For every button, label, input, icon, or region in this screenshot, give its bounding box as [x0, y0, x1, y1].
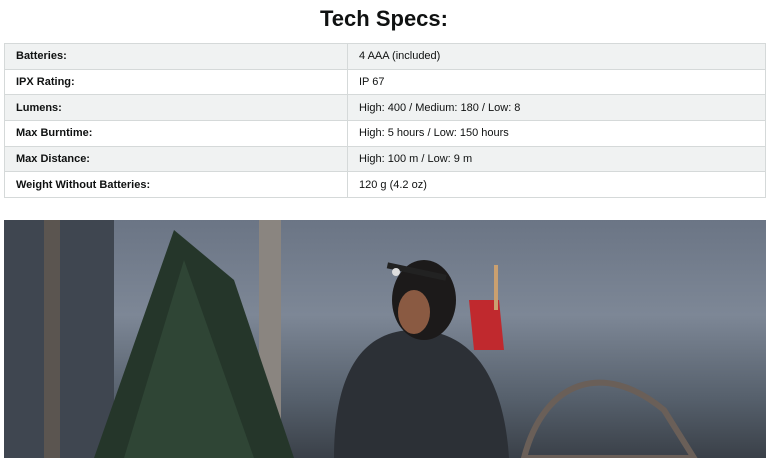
table-row: Max Burntime: High: 5 hours / Low: 150 ho…	[4, 120, 766, 147]
spec-value: IP 67	[347, 68, 766, 96]
spec-label: Weight Without Batteries:	[4, 171, 348, 199]
spec-value: High: 400 / Medium: 180 / Low: 8	[347, 94, 766, 122]
tech-specs-table: Batteries: 4 AAA (included) IPX Rating: IP…	[4, 43, 766, 199]
spec-label: Max Distance:	[4, 145, 348, 173]
product-lifestyle-photo	[4, 220, 766, 458]
hiker-scene-illustration	[4, 220, 698, 458]
spec-value: 4 AAA (included)	[347, 43, 766, 70]
spec-label: Batteries:	[4, 43, 348, 70]
spec-label: Max Burntime:	[4, 120, 348, 147]
spec-label: Lumens:	[4, 94, 348, 122]
spec-value: High: 5 hours / Low: 150 hours	[347, 120, 766, 147]
spec-label: IPX Rating:	[4, 68, 348, 96]
spec-value: High: 100 m / Low: 9 m	[347, 145, 766, 173]
table-row: Max Distance: High: 100 m / Low: 9 m	[4, 145, 766, 173]
table-row: IPX Rating: IP 67	[4, 68, 766, 96]
table-row: Weight Without Batteries: 120 g (4.2 oz)	[4, 171, 766, 199]
page-title: Tech Specs:	[320, 6, 448, 31]
table-row: Batteries: 4 AAA (included)	[4, 43, 766, 70]
spec-value: 120 g (4.2 oz)	[347, 171, 766, 199]
table-row: Lumens: High: 400 / Medium: 180 / Low: 8	[4, 94, 766, 122]
